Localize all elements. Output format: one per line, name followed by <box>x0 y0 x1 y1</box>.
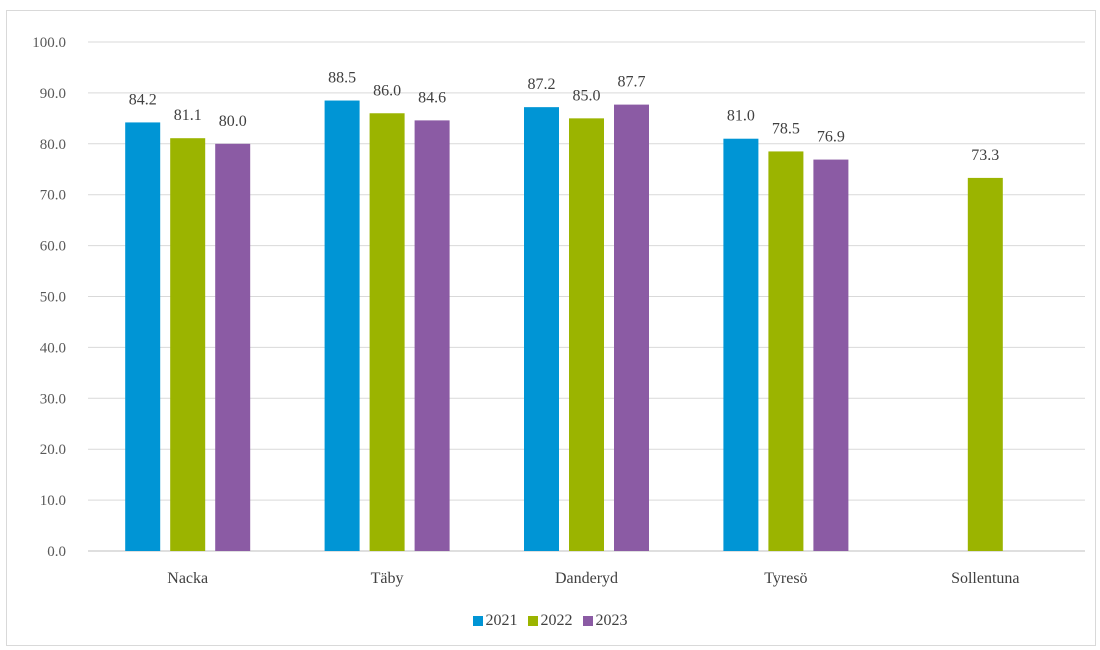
y-tick-label: 60.0 <box>40 239 66 255</box>
bar-2021-nacka <box>125 122 161 551</box>
bar-2022-tyresö <box>768 151 804 551</box>
y-tick-label: 80.0 <box>40 137 66 153</box>
y-tick-label: 10.0 <box>40 493 66 509</box>
data-label: 73.3 <box>971 147 999 164</box>
y-tick-label: 100.0 <box>32 35 66 51</box>
legend: 2021 2022 2023 <box>0 612 1100 630</box>
bar-2021-täby <box>324 100 360 551</box>
data-label: 88.5 <box>328 70 356 87</box>
data-label: 78.5 <box>772 120 800 137</box>
legend-label: 2022 <box>540 612 573 629</box>
x-category-label: Danderyd <box>555 570 618 587</box>
x-category-label: Tyresö <box>764 570 807 587</box>
legend-swatch <box>527 616 538 626</box>
legend-item-2023: 2023 <box>582 612 628 630</box>
x-category-label: Sollentuna <box>951 570 1019 587</box>
y-tick-label: 20.0 <box>40 442 66 458</box>
bar-2022-danderyd <box>569 118 604 551</box>
data-label: 87.7 <box>618 74 646 91</box>
y-axis-ticks: 0.0 10.0 20.0 30.0 40.0 50.0 60.0 70.0 80.0 90.0 1… <box>32 35 66 560</box>
y-tick-label: 30.0 <box>40 391 66 407</box>
y-tick-label: 50.0 <box>40 290 66 306</box>
data-label: 81.0 <box>727 108 755 125</box>
data-labels: 84.2 81.1 80.0 88.5 86.0 84.6 87.2 85.0 87.7 81.0… <box>129 70 1000 164</box>
y-tick-label: 0.0 <box>47 544 66 560</box>
data-label: 76.9 <box>817 129 845 146</box>
legend-label: 2023 <box>595 612 628 629</box>
legend-label: 2021 <box>485 612 518 629</box>
data-label: 86.0 <box>373 82 401 99</box>
data-label: 85.0 <box>573 87 601 104</box>
y-tick-label: 90.0 <box>40 86 66 102</box>
x-category-label: Nacka <box>167 570 208 587</box>
bars <box>125 100 1003 552</box>
bar-2023-nacka <box>215 143 251 552</box>
x-axis-categories: Nacka Täby Danderyd Tyresö Sollentuna <box>167 570 1019 587</box>
data-label: 80.0 <box>219 113 247 130</box>
legend-swatch <box>582 616 593 626</box>
bar-2023-täby <box>414 120 450 552</box>
x-category-label: Täby <box>371 570 404 587</box>
data-label: 84.2 <box>129 91 157 108</box>
bar-2022-nacka <box>170 138 206 552</box>
bar-2023-danderyd <box>614 104 649 552</box>
bar-2022-täby <box>369 113 405 551</box>
legend-item-2022: 2022 <box>527 612 573 630</box>
legend-item-2021: 2021 <box>472 612 518 630</box>
y-tick-label: 40.0 <box>40 340 66 356</box>
bar-2022-sollentuna <box>967 177 1003 551</box>
data-label: 81.1 <box>174 107 202 124</box>
bar-2021-tyresö <box>723 138 759 551</box>
legend-swatch <box>472 616 483 626</box>
y-tick-label: 70.0 <box>40 188 66 204</box>
bar-2021-danderyd <box>524 107 559 551</box>
data-label: 84.6 <box>418 89 446 106</box>
bar-2023-tyresö <box>813 159 849 552</box>
data-label: 87.2 <box>528 76 556 93</box>
